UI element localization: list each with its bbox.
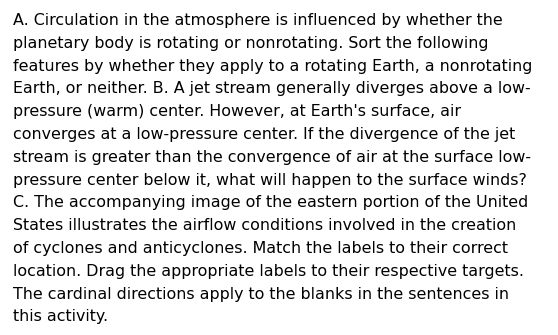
Text: planetary body is rotating or nonrotating. Sort the following: planetary body is rotating or nonrotatin… <box>13 36 488 51</box>
Text: features by whether they apply to a rotating Earth, a nonrotating: features by whether they apply to a rota… <box>13 59 532 74</box>
Text: pressure (warm) center. However, at Earth's surface, air: pressure (warm) center. However, at Eart… <box>13 104 461 119</box>
Text: C. The accompanying image of the eastern portion of the United: C. The accompanying image of the eastern… <box>13 195 528 210</box>
Text: States illustrates the airflow conditions involved in the creation: States illustrates the airflow condition… <box>13 218 516 233</box>
Text: stream is greater than the convergence of air at the surface low-: stream is greater than the convergence o… <box>13 150 531 165</box>
Text: converges at a low-pressure center. If the divergence of the jet: converges at a low-pressure center. If t… <box>13 127 515 142</box>
Text: Earth, or neither. B. A jet stream generally diverges above a low-: Earth, or neither. B. A jet stream gener… <box>13 81 531 96</box>
Text: of cyclones and anticyclones. Match the labels to their correct: of cyclones and anticyclones. Match the … <box>13 241 508 256</box>
Text: this activity.: this activity. <box>13 310 108 324</box>
Text: The cardinal directions apply to the blanks in the sentences in: The cardinal directions apply to the bla… <box>13 287 509 302</box>
Text: A. Circulation in the atmosphere is influenced by whether the: A. Circulation in the atmosphere is infl… <box>13 13 503 28</box>
Text: pressure center below it, what will happen to the surface winds?: pressure center below it, what will happ… <box>13 173 527 188</box>
Text: location. Drag the appropriate labels to their respective targets.: location. Drag the appropriate labels to… <box>13 264 524 279</box>
